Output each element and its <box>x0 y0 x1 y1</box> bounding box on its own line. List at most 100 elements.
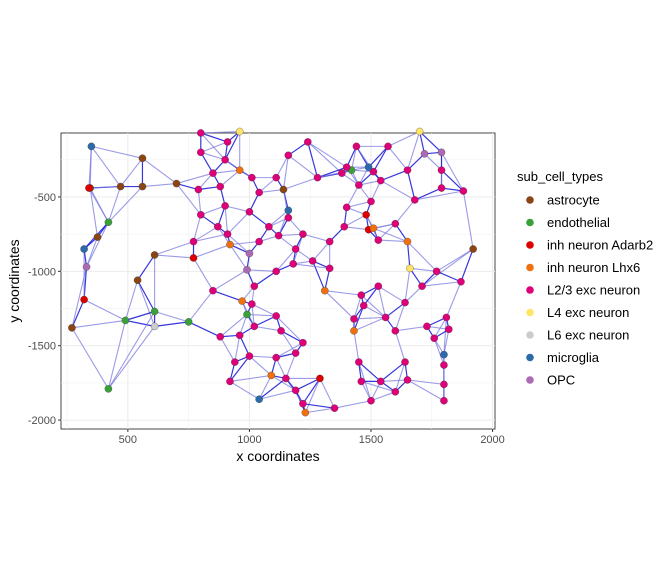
graph-edge <box>154 241 194 256</box>
data-point <box>369 224 378 232</box>
graph-edge <box>224 131 241 161</box>
graph-edge <box>370 180 382 202</box>
graph-edge <box>71 299 85 329</box>
data-point <box>376 176 385 185</box>
data-point <box>231 358 239 366</box>
graph-edge <box>343 214 367 228</box>
graph-edge <box>200 132 226 161</box>
x-tick-label: 500 <box>119 434 137 446</box>
data-point <box>235 127 244 136</box>
graph-edge <box>346 184 360 208</box>
graph-edge <box>219 314 248 338</box>
data-point <box>226 240 234 249</box>
data-point <box>367 197 375 206</box>
data-point <box>255 188 263 197</box>
graph-edge <box>258 375 272 400</box>
graph-edge <box>259 188 284 194</box>
data-point <box>440 350 448 359</box>
data-point <box>432 267 441 276</box>
graph-edge <box>436 270 462 283</box>
x-tick-label: 2000 <box>480 434 504 446</box>
graph-edge <box>125 319 155 327</box>
graph-edge <box>108 186 143 223</box>
graph-edge <box>424 153 442 171</box>
legend: sub_cell_types astrocyte endothelial inh n… <box>517 169 653 388</box>
data-point <box>340 222 349 231</box>
graph-edge <box>307 141 347 168</box>
data-point <box>238 297 246 305</box>
data-point <box>189 237 198 246</box>
graph-edge <box>88 146 92 189</box>
data-point <box>418 282 426 290</box>
graph-edge <box>307 141 343 174</box>
graph-edge <box>275 155 289 178</box>
data-point <box>469 245 477 253</box>
graph-edge <box>353 316 386 332</box>
graph-edge <box>200 152 214 174</box>
graph-edge <box>395 325 427 332</box>
data-point <box>150 307 159 316</box>
graph-edge <box>275 357 287 379</box>
graph-edge <box>353 330 360 363</box>
x-axis-title: x coordinates <box>236 448 319 464</box>
x-tick-label: 1000 <box>237 434 261 446</box>
graph-edge <box>387 131 420 147</box>
data-point <box>445 325 453 334</box>
y-tick-label: -1000 <box>28 266 56 278</box>
data-point <box>325 237 334 246</box>
graph-edge <box>91 145 143 159</box>
graph-edge <box>219 336 236 363</box>
data-point <box>245 249 254 258</box>
legend-key <box>526 196 534 204</box>
data-point <box>401 298 409 307</box>
data-point <box>93 233 102 241</box>
data-point <box>265 222 273 231</box>
data-point <box>308 257 317 265</box>
data-point <box>352 142 361 151</box>
data-point <box>80 245 88 253</box>
data-point <box>194 185 203 194</box>
graph-edge <box>363 305 386 318</box>
graph-edge <box>394 361 406 392</box>
graph-edge <box>404 268 411 303</box>
graph-edge <box>363 285 379 306</box>
graph-edge <box>200 205 226 216</box>
graph-edge <box>407 379 445 402</box>
graph-edge <box>414 190 464 201</box>
data-point <box>245 352 254 360</box>
graph-edge <box>83 299 126 321</box>
data-point <box>197 211 205 219</box>
graph-edge <box>287 141 309 156</box>
graph-edge <box>378 239 408 243</box>
graph-edge <box>188 290 214 323</box>
graph-edge <box>239 335 250 357</box>
data-point <box>216 333 225 341</box>
graph-edge <box>176 172 214 185</box>
data-point <box>325 264 334 273</box>
graph-edge <box>380 169 408 182</box>
data-point <box>440 396 448 405</box>
graph-edge <box>324 290 362 296</box>
graph-edge <box>302 378 321 405</box>
data-point <box>248 300 256 308</box>
data-point <box>248 173 256 182</box>
graph-edge <box>259 389 296 400</box>
graph-edge <box>404 285 423 303</box>
data-point <box>284 214 293 222</box>
data-point <box>321 286 329 295</box>
data-point <box>116 182 125 191</box>
data-point <box>68 324 76 332</box>
data-point <box>381 313 390 322</box>
data-point <box>350 327 358 335</box>
graph-edge <box>200 151 226 161</box>
data-point <box>150 322 159 331</box>
graph-edge <box>107 326 156 390</box>
graph-edge <box>229 380 260 400</box>
graph-edge <box>154 321 189 327</box>
graph-edge <box>304 378 321 413</box>
graph-edge <box>275 342 304 359</box>
data-point <box>330 404 339 412</box>
data-point <box>82 263 91 271</box>
graph-edge <box>305 407 335 414</box>
